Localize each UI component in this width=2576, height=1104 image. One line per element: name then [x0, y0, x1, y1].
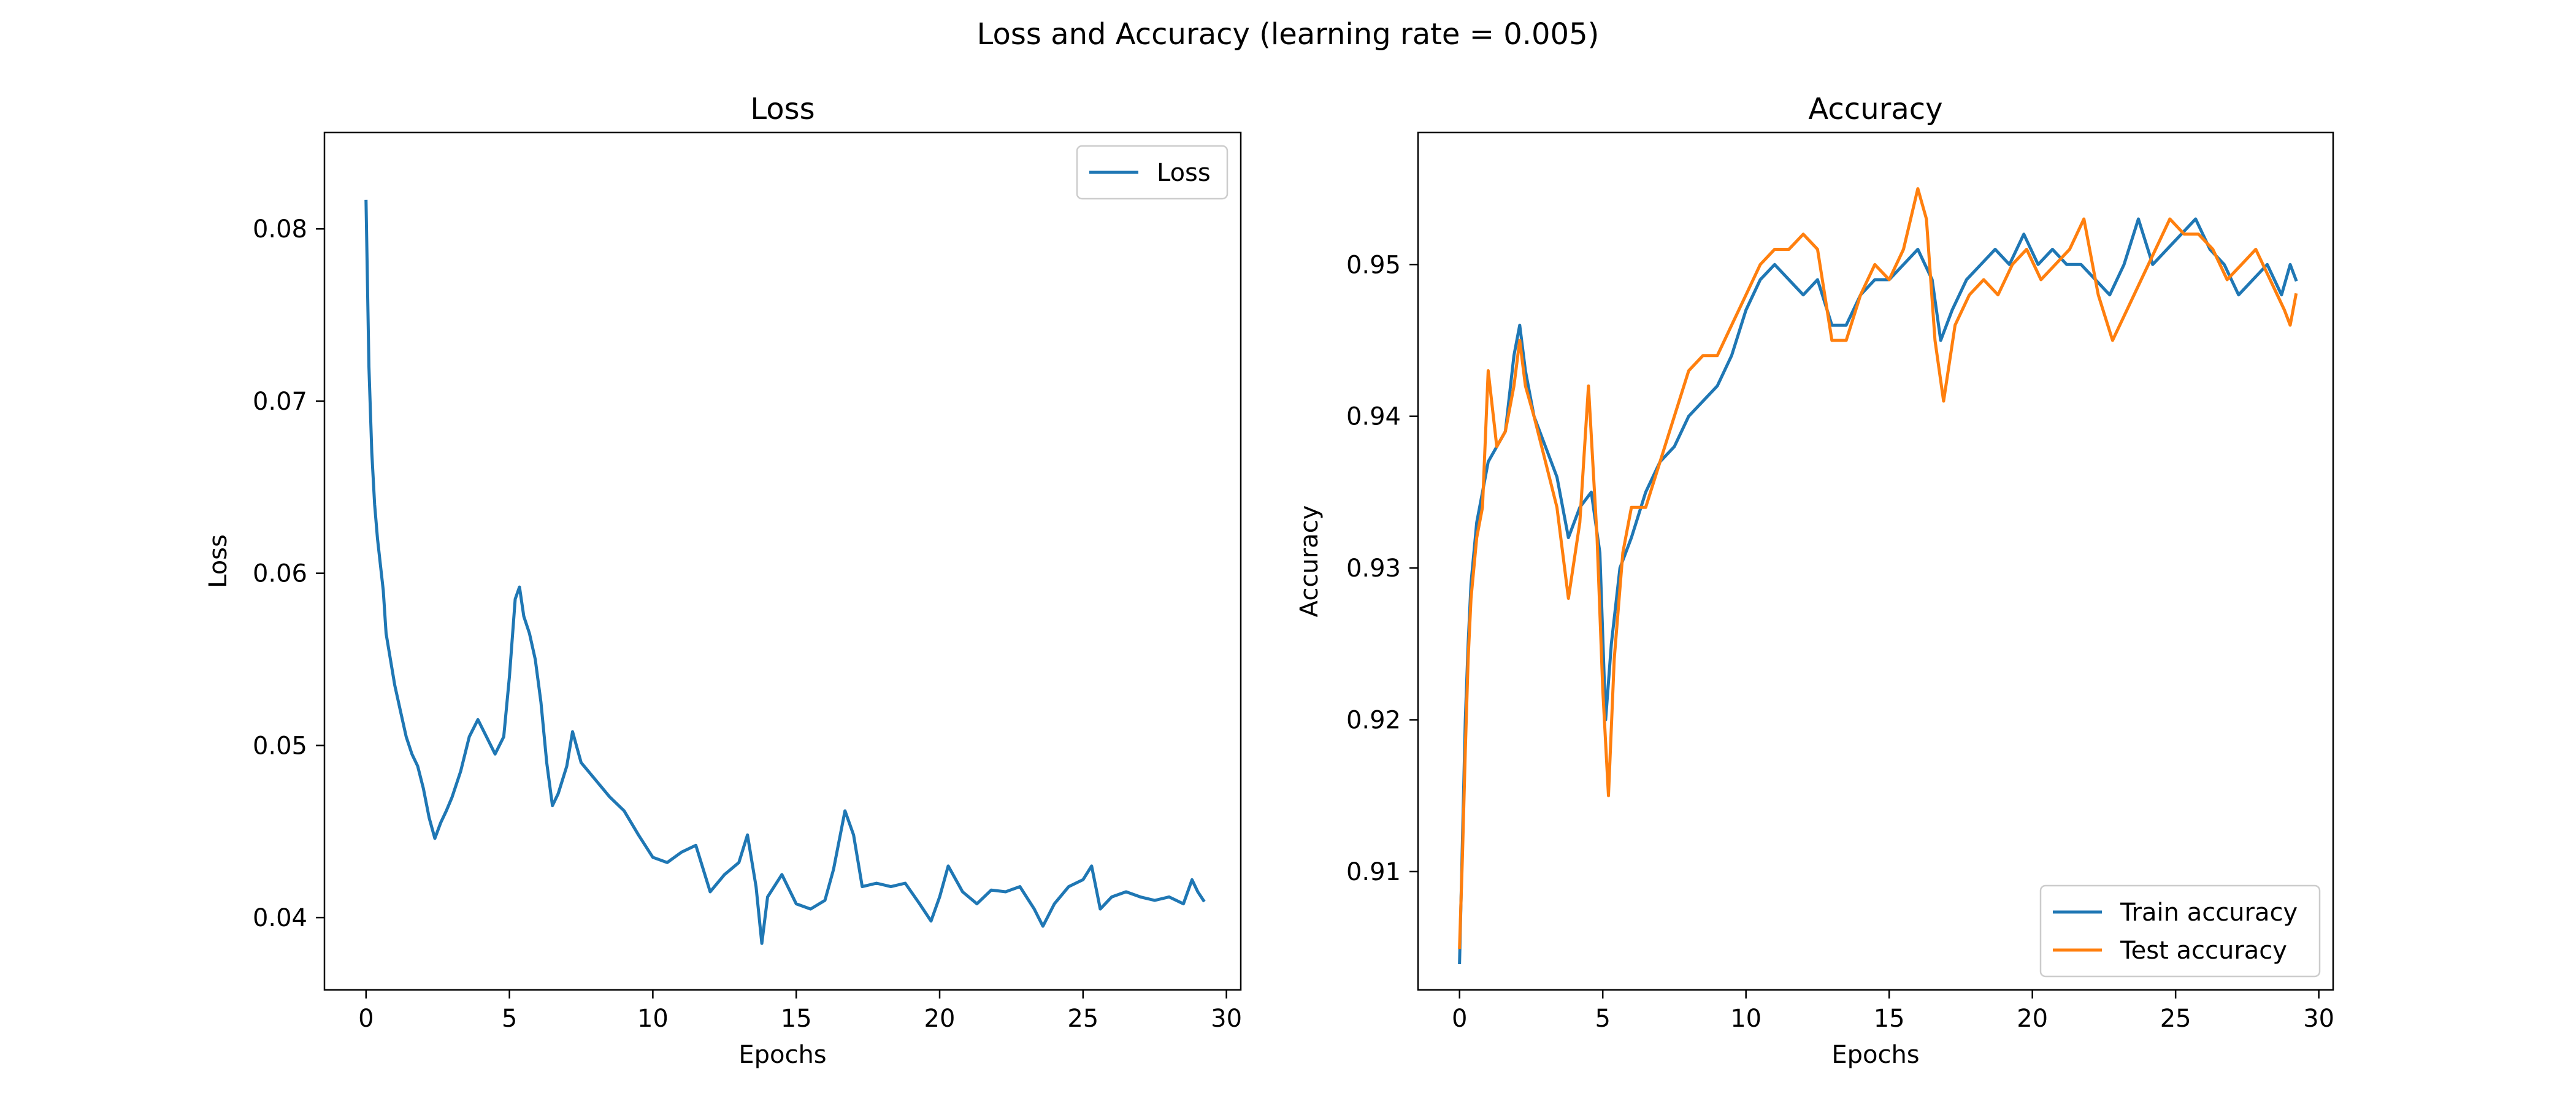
x-tick-label: 15	[781, 1005, 812, 1033]
series-line-train-accuracy	[1458, 217, 2298, 965]
x-tick-label: 20	[924, 1005, 956, 1033]
y-tick-label: 0.93	[1346, 554, 1401, 583]
y-tick-label: 0.05	[253, 732, 307, 760]
legend-label: Train accuracy	[2120, 899, 2298, 927]
y-tick-label: 0.91	[1346, 858, 1401, 886]
axes-frame	[323, 131, 1242, 991]
x-axis-label: Epochs	[738, 1041, 826, 1069]
figure-suptitle: Loss and Accuracy (learning rate = 0.005…	[977, 17, 1600, 52]
series-line-test-accuracy	[1458, 187, 2298, 949]
chart-2: 0 5 10 15 20 25 30 0.91 0.92 0.93 0.94 0.95 Accuracy…	[1295, 92, 2334, 1069]
legend: Train accuracy Test accuracy	[2039, 884, 2321, 978]
y-tick-label: 0.08	[253, 215, 307, 243]
y-tick-label: 0.06	[253, 560, 307, 588]
y-axis-label: Accuracy	[1295, 505, 1324, 618]
series-line-loss	[364, 199, 1206, 945]
axes-frame	[1417, 131, 2334, 991]
x-tick-label: 10	[637, 1005, 669, 1033]
x-tick-label: 25	[1067, 1005, 1098, 1033]
x-tick-label: 20	[2017, 1005, 2048, 1033]
x-tick-label: 10	[1730, 1005, 1761, 1033]
x-tick-label: 30	[2303, 1005, 2334, 1033]
y-tick-label: 0.92	[1346, 707, 1401, 735]
x-tick-label: 5	[502, 1005, 517, 1033]
x-tick-label: 5	[1595, 1005, 1610, 1033]
y-axis-label: Loss	[204, 534, 232, 588]
x-tick-label: 0	[358, 1005, 374, 1033]
x-tick-label: 30	[1211, 1005, 1242, 1033]
y-tick-label: 0.04	[253, 904, 307, 932]
y-tick-label: 0.94	[1346, 403, 1401, 431]
axes-group: 0 5 10 15 20 25 30 0.04 0.05 0.06 0.07 0.08 Loss Epoc…	[204, 92, 2334, 1069]
legend-box	[1076, 145, 1229, 200]
legend-box	[2039, 884, 2321, 978]
legend: Loss	[1076, 145, 1229, 200]
y-tick-label: 0.07	[253, 388, 307, 416]
x-axis-label: Epochs	[1831, 1041, 1919, 1069]
axes-title: Accuracy	[1808, 92, 1942, 126]
legend-label: Loss	[1157, 159, 1211, 187]
legend-label: Test accuracy	[2120, 937, 2287, 965]
x-tick-label: 25	[2160, 1005, 2191, 1033]
x-tick-label: 0	[1452, 1005, 1467, 1033]
y-tick-label: 0.95	[1346, 251, 1401, 279]
chart-1: 0 5 10 15 20 25 30 0.04 0.05 0.06 0.07 0.08 Loss Epoc…	[204, 92, 1242, 1069]
x-tick-label: 15	[1874, 1005, 1905, 1033]
axes-title: Loss	[750, 92, 815, 126]
